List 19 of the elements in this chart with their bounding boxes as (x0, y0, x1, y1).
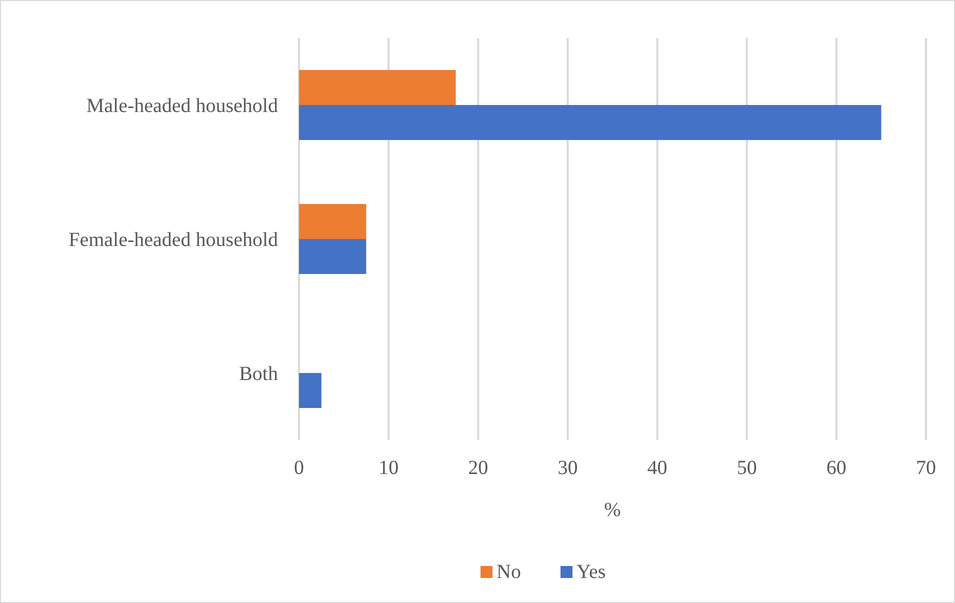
bar (299, 70, 456, 105)
y-tick-label: Female-headed household (68, 229, 278, 251)
bar (299, 204, 366, 239)
bar (299, 105, 882, 140)
legend-label: No (496, 561, 521, 583)
x-tick-label: 0 (294, 457, 304, 479)
x-tick-label: 30 (558, 457, 578, 479)
x-tick-label: 10 (378, 457, 399, 479)
bar (299, 239, 366, 274)
legend-label: Yes (576, 561, 606, 583)
y-tick-label: Male-headed household (86, 95, 278, 117)
x-tick-label: 20 (468, 457, 488, 479)
x-axis-title: % (604, 499, 621, 521)
x-tick-label: 70 (916, 457, 936, 479)
x-tick-label: 50 (736, 457, 757, 479)
bar (299, 373, 322, 408)
x-tick-label: 60 (826, 457, 846, 479)
y-tick-label: Both (239, 363, 278, 385)
x-tick-label: 40 (647, 457, 668, 479)
